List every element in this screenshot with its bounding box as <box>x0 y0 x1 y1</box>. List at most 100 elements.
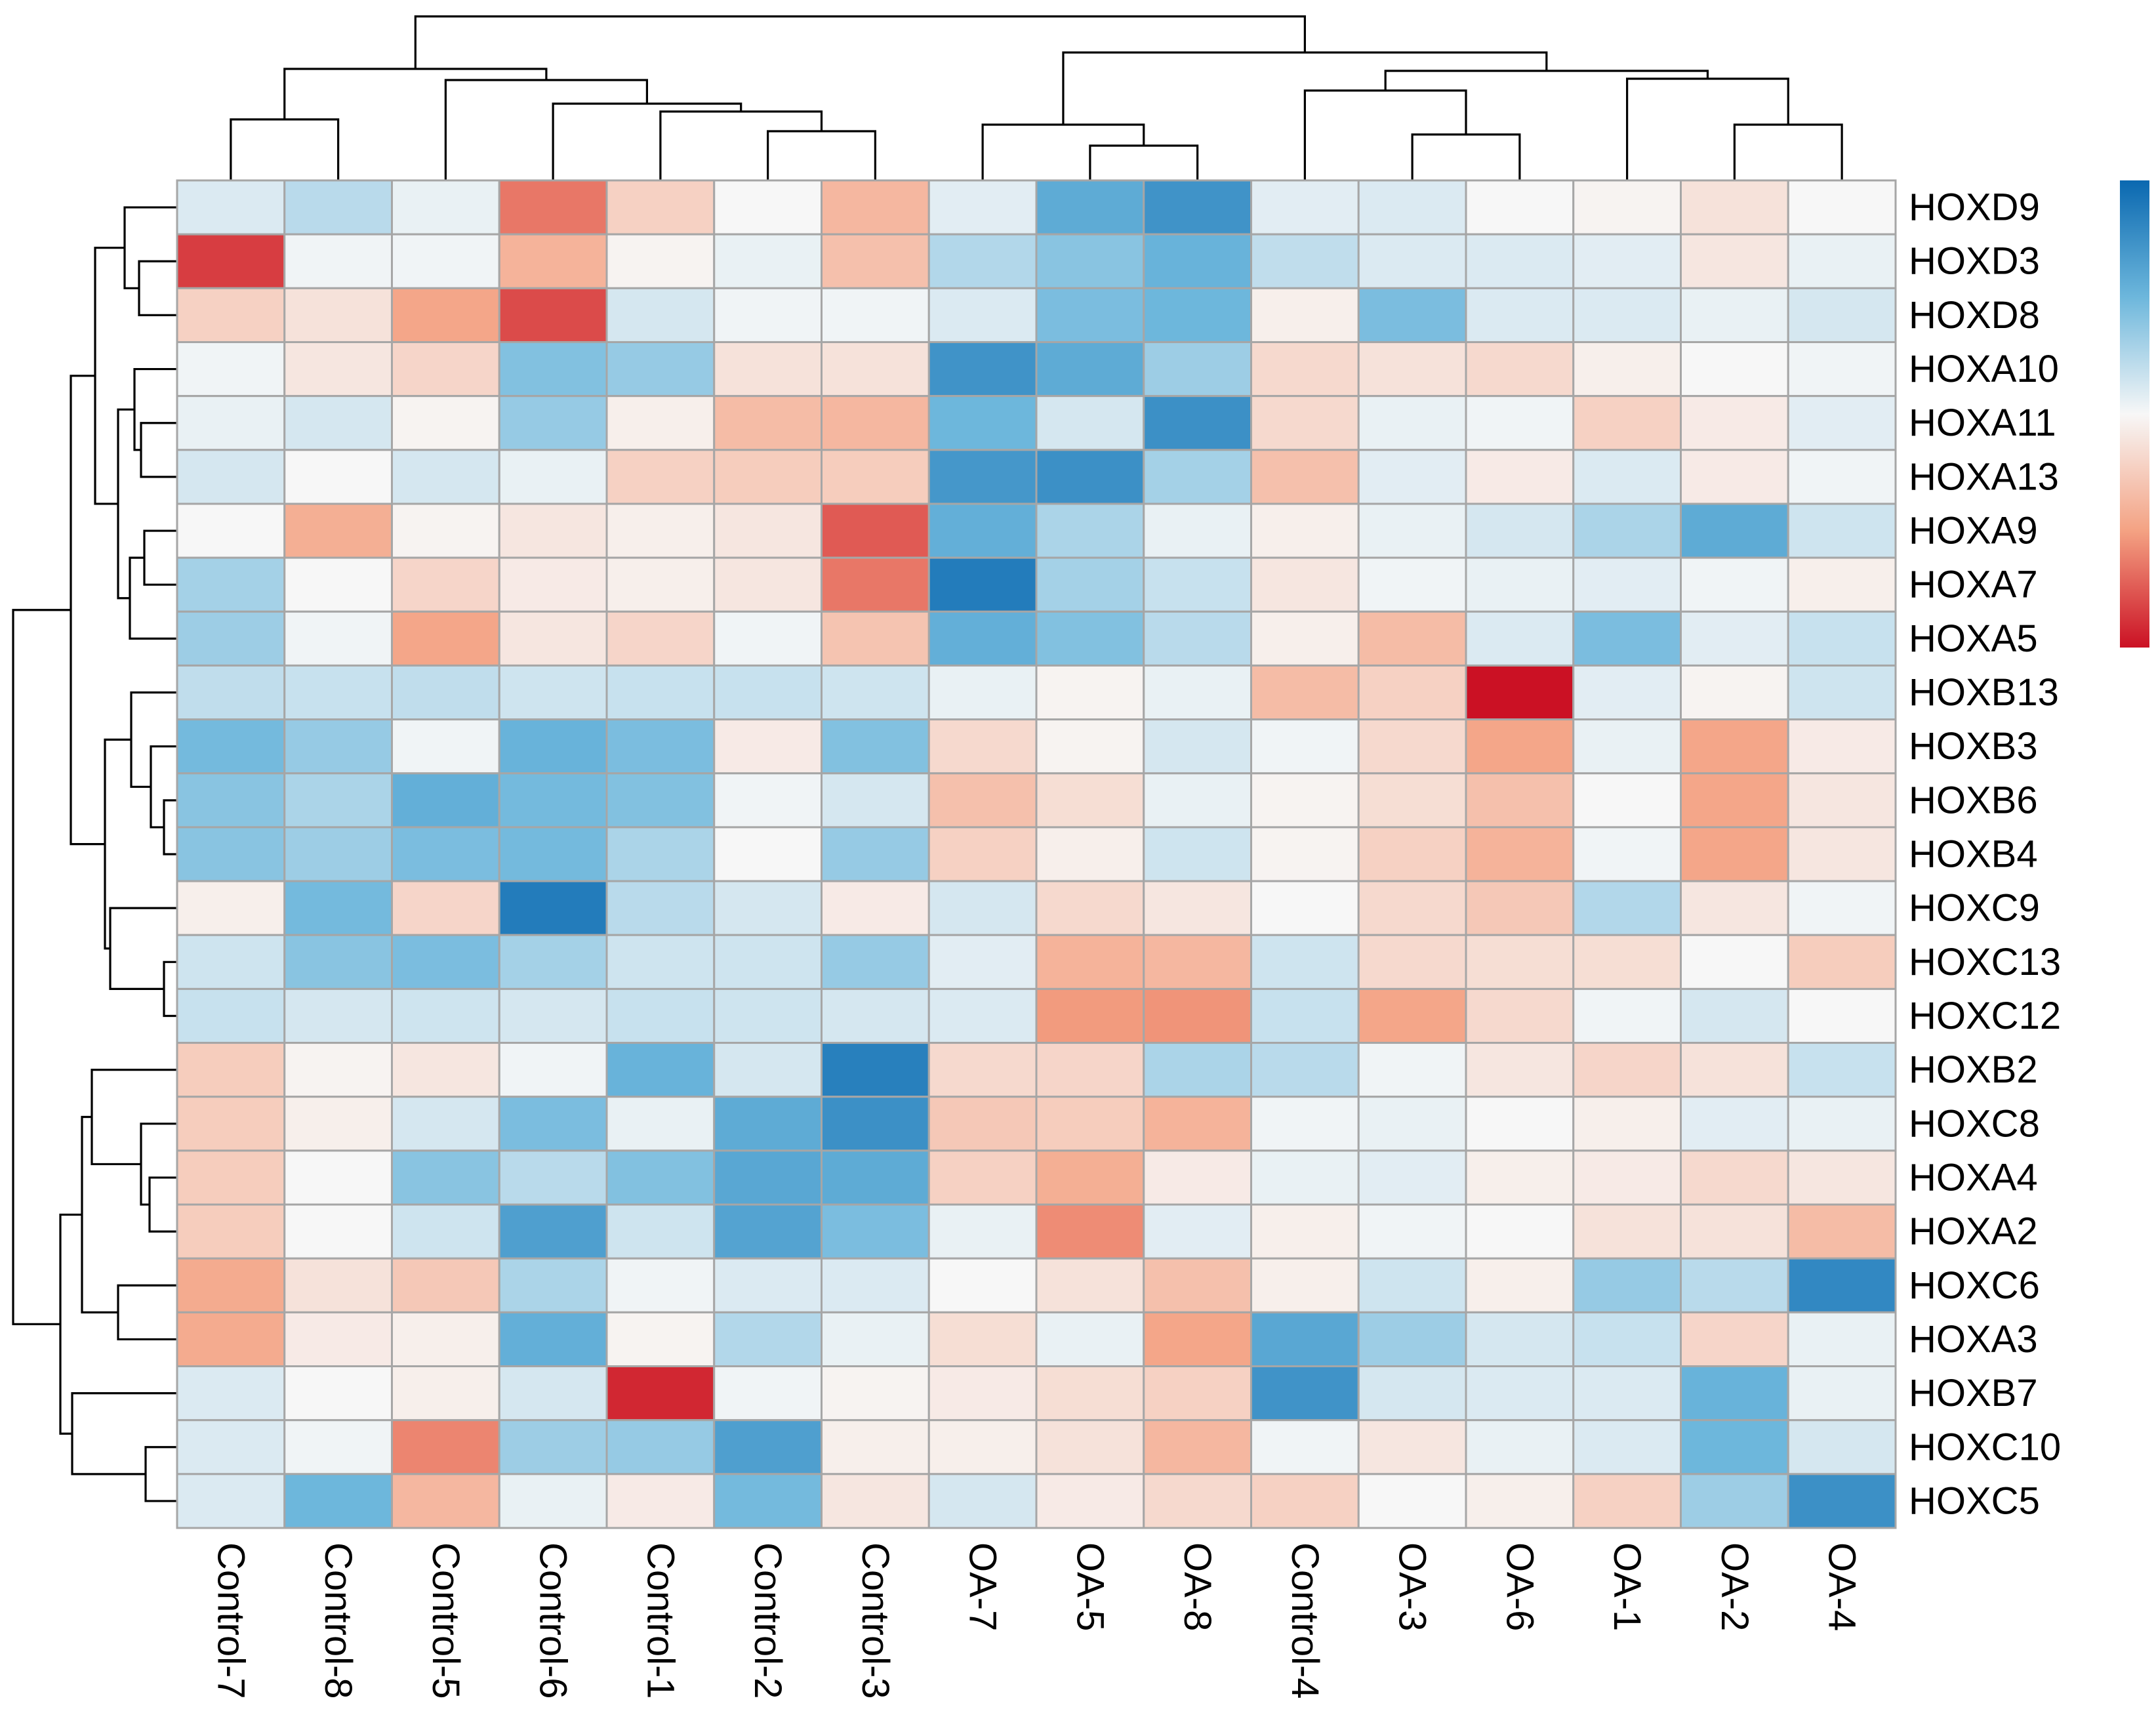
row-label: HOXC12 <box>1909 995 2061 1037</box>
heatmap-cell-HOXA11-OA-7 <box>927 395 1038 451</box>
heatmap-cell-HOXA10-Control-4 <box>1250 340 1360 398</box>
heatmap-cell-HOXC13-OA-5 <box>1035 934 1145 990</box>
heatmap-cell-HOXA11-OA-8 <box>1143 395 1252 451</box>
color-scale-bar <box>2120 180 2149 648</box>
heatmap-cell-HOXD8-OA-2 <box>1680 287 1789 343</box>
heatmap-cell-HOXD3-OA-5 <box>1035 233 1145 289</box>
heatmap-cell-HOXB2-OA-4 <box>1787 1042 1897 1098</box>
heatmap-cell-HOXB3-Control-8 <box>283 718 393 775</box>
heatmap-cell-HOXA13-OA-4 <box>1787 449 1897 505</box>
column-dendrogram-branch <box>230 118 340 180</box>
heatmap-cell-HOXD3-OA-8 <box>1143 233 1252 289</box>
heatmap-cell-HOXB6-Control-2 <box>713 772 823 829</box>
heatmap-cell-HOXC12-OA-4 <box>1787 987 1897 1044</box>
heatmap-cell-HOXA10-Control-7 <box>176 340 286 398</box>
heatmap-cell-HOXA5-Control-7 <box>176 610 286 667</box>
heatmap-cell-HOXC10-Control-5 <box>391 1419 500 1475</box>
heatmap-cell-HOXB13-Control-7 <box>176 664 286 721</box>
column-label: OA-7 <box>962 1542 1004 1631</box>
heatmap-cell-HOXA3-Control-6 <box>498 1311 608 1368</box>
heatmap-cell-HOXA3-Control-5 <box>391 1311 500 1368</box>
heatmap-cell-HOXC9-OA-1 <box>1572 880 1682 936</box>
heatmap-cell-HOXD3-Control-3 <box>821 233 930 289</box>
heatmap-cell-HOXC13-Control-8 <box>283 934 393 990</box>
row-label: HOXA7 <box>1909 564 2038 606</box>
row-label: HOXA11 <box>1909 402 2056 444</box>
row-label: HOXC9 <box>1909 887 2040 930</box>
column-dendrogram-branch <box>1733 123 1843 180</box>
column-label: Control-4 <box>1284 1542 1326 1699</box>
heatmap-cell-HOXC6-OA-5 <box>1035 1257 1145 1313</box>
heatmap-cell-HOXC9-Control-8 <box>283 880 393 936</box>
heatmap-cell-HOXB2-Control-5 <box>391 1042 500 1098</box>
heatmap-cell-HOXC8-Control-3 <box>821 1096 930 1152</box>
heatmap-cell-HOXC6-OA-4 <box>1787 1257 1897 1313</box>
row-dendrogram-branch <box>117 408 134 600</box>
heatmap-cell-HOXA2-OA-4 <box>1787 1203 1897 1260</box>
column-dendrogram-branch <box>1626 77 1789 180</box>
heatmap-cell-HOXA13-Control-5 <box>391 449 500 505</box>
column-dendrogram <box>230 15 1843 180</box>
heatmap-cell-HOXA13-Control-8 <box>283 449 393 505</box>
row-label: HOXC10 <box>1909 1426 2061 1468</box>
row-label: HOXB4 <box>1909 833 2038 876</box>
row-dendrogram-branch <box>109 907 177 990</box>
heatmap-cell-HOXA5-OA-1 <box>1572 610 1682 667</box>
heatmap-cell-HOXA7-Control-2 <box>713 556 823 613</box>
heatmap-cell-HOXA7-Control-1 <box>605 556 716 613</box>
heatmap-cell-HOXA3-OA-8 <box>1143 1311 1252 1368</box>
heatmap-cell-HOXC13-OA-8 <box>1143 934 1252 990</box>
heatmap-cell-HOXC10-OA-6 <box>1465 1419 1575 1475</box>
heatmap-cell-HOXA13-OA-7 <box>927 449 1038 505</box>
row-label: HOXC8 <box>1909 1102 2040 1145</box>
heatmap-cell-HOXB4-Control-2 <box>713 826 823 882</box>
heatmap-cell-HOXC9-Control-5 <box>391 880 500 936</box>
heatmap-cell-HOXA10-Control-5 <box>391 340 500 398</box>
color-scale-legend <box>2120 180 2149 648</box>
heatmap-cell-HOXB7-Control-2 <box>713 1365 823 1422</box>
heatmap-cell-HOXD8-Control-2 <box>713 287 823 343</box>
column-dendrogram-branch <box>1411 133 1521 180</box>
heatmap-cell-HOXB3-OA-1 <box>1572 718 1682 775</box>
heatmap-cell-HOXA3-OA-4 <box>1787 1311 1897 1368</box>
heatmap-cell-HOXA9-Control-3 <box>821 503 930 559</box>
heatmap-cell-HOXC9-Control-2 <box>713 880 823 936</box>
heatmap-cell-HOXC12-OA-1 <box>1572 987 1682 1044</box>
heatmap-cell-HOXC8-OA-8 <box>1143 1096 1252 1152</box>
heatmap-cell-HOXA4-Control-7 <box>176 1149 286 1206</box>
row-dendrogram-branch <box>138 260 177 316</box>
heatmap-cell-HOXA11-OA-1 <box>1572 395 1682 451</box>
heatmap-cell-HOXC8-Control-1 <box>605 1096 716 1152</box>
heatmap-cell-HOXA2-Control-6 <box>498 1203 608 1260</box>
column-dendrogram-branch <box>1384 70 1709 91</box>
column-label: Control-7 <box>209 1542 252 1699</box>
heatmap-cell-HOXD8-Control-6 <box>498 287 608 343</box>
heatmap-cell-HOXC8-Control-5 <box>391 1096 500 1152</box>
heatmap-cell-HOXB7-OA-5 <box>1035 1365 1145 1422</box>
heatmap-cell-HOXB2-OA-1 <box>1572 1042 1682 1098</box>
heatmap-cell-HOXA4-OA-3 <box>1357 1149 1467 1206</box>
heatmap-cell-HOXC10-OA-3 <box>1357 1419 1467 1475</box>
heatmap-cell-HOXD8-OA-1 <box>1572 287 1682 343</box>
row-label: HOXC13 <box>1909 941 2061 983</box>
row-dendrogram-branch <box>117 1284 177 1341</box>
heatmap-cell-HOXA10-OA-6 <box>1465 340 1575 398</box>
heatmap-cell-HOXB2-Control-2 <box>713 1042 823 1098</box>
heatmap-cell-HOXC13-OA-6 <box>1465 934 1575 990</box>
heatmap-cell-HOXC12-Control-2 <box>713 987 823 1044</box>
heatmap-cell-HOXC13-Control-2 <box>713 934 823 990</box>
heatmap-cell-HOXA3-OA-1 <box>1572 1311 1682 1368</box>
heatmap-cell-HOXA4-Control-4 <box>1250 1149 1360 1206</box>
heatmap-cell-HOXA10-OA-8 <box>1143 340 1252 398</box>
heatmap-cell-HOXC5-Control-2 <box>713 1473 823 1529</box>
heatmap-cell-HOXD9-OA-6 <box>1465 179 1575 236</box>
heatmap-cell-HOXA7-OA-8 <box>1143 556 1252 613</box>
heatmap-cell-HOXA4-Control-5 <box>391 1149 500 1206</box>
heatmap-cell-HOXB7-Control-8 <box>283 1365 393 1422</box>
heatmap-cell-HOXD8-OA-7 <box>927 287 1038 343</box>
column-label: Control-8 <box>317 1542 359 1699</box>
heatmap-cell-HOXC10-Control-3 <box>821 1419 930 1475</box>
heatmap-cell-HOXB4-Control-4 <box>1250 826 1360 882</box>
heatmap-cell-HOXA9-OA-1 <box>1572 503 1682 559</box>
heatmap-cell-HOXC8-OA-1 <box>1572 1096 1682 1152</box>
